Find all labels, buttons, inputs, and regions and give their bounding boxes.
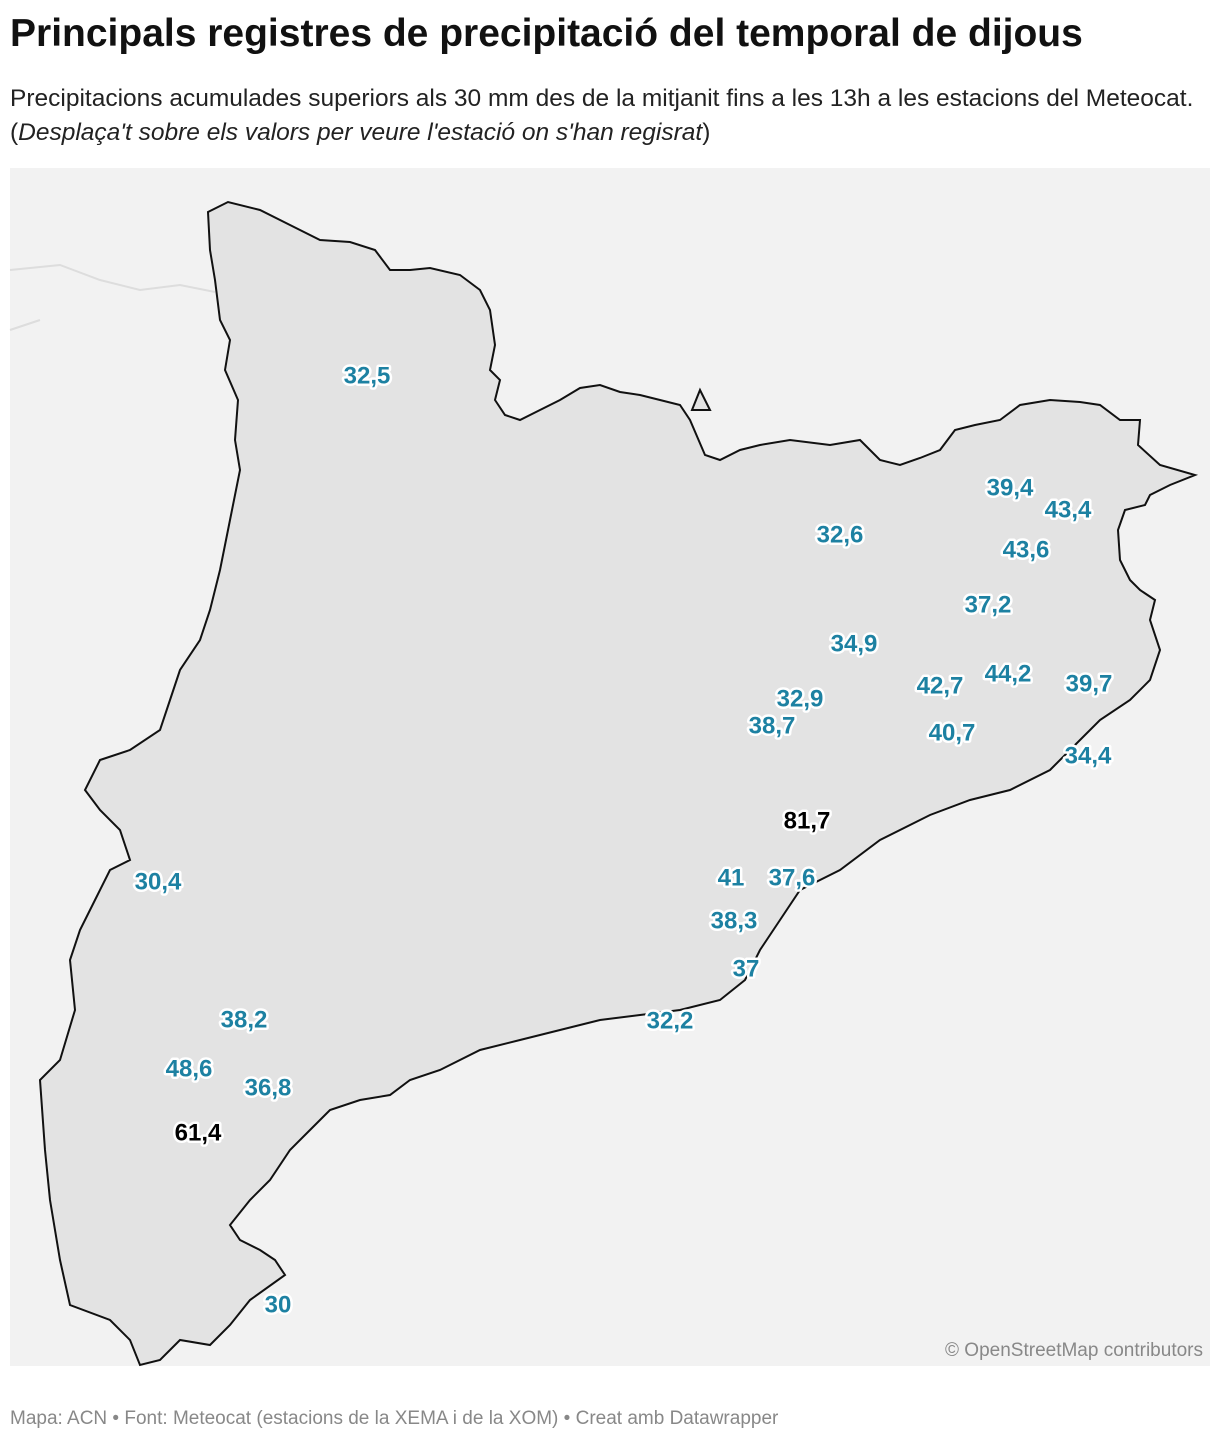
station-value[interactable]: 41 xyxy=(715,862,747,894)
subtitle-text: Precipitacions acumulades superiors als … xyxy=(10,85,1194,146)
station-value[interactable]: 32,6 xyxy=(814,519,866,551)
station-value[interactable]: 34,9 xyxy=(828,628,880,660)
station-value[interactable]: 38,3 xyxy=(708,905,760,937)
station-value[interactable]: 42,7 xyxy=(914,670,966,702)
subtitle-text: ) xyxy=(702,119,711,146)
station-value[interactable]: 38,2 xyxy=(218,1004,270,1036)
station-value[interactable]: 81,7 xyxy=(781,805,833,837)
station-value[interactable]: 34,4 xyxy=(1062,740,1114,772)
station-value[interactable]: 43,6 xyxy=(1000,534,1052,566)
station-value[interactable]: 37,2 xyxy=(962,589,1014,621)
station-value[interactable]: 40,7 xyxy=(926,717,978,749)
attribution: © OpenStreetMap contributors xyxy=(945,1340,1203,1361)
station-value[interactable]: 36,8 xyxy=(242,1072,294,1104)
enclave-outline xyxy=(690,387,712,411)
station-value[interactable]: 37,6 xyxy=(766,862,818,894)
station-value[interactable]: 37 xyxy=(730,953,762,985)
station-value[interactable]: 30 xyxy=(262,1289,294,1321)
station-value[interactable]: 30,4 xyxy=(132,866,184,898)
station-value[interactable]: 39,7 xyxy=(1063,668,1115,700)
title: Principals registres de precipitació del… xyxy=(10,12,1083,55)
subtitle-hint: Desplaça't sobre els valors per veure l'… xyxy=(18,119,703,146)
footer: Mapa: ACN • Font: Meteocat (estacions de… xyxy=(10,1408,779,1429)
station-value[interactable]: 61,4 xyxy=(172,1117,224,1149)
station-value[interactable]: 39,4 xyxy=(984,472,1036,504)
station-value[interactable]: 32,9 xyxy=(774,683,826,715)
station-value[interactable]: 32,5 xyxy=(341,360,393,392)
station-value[interactable]: 43,4 xyxy=(1042,494,1094,526)
station-value[interactable]: 48,6 xyxy=(163,1053,215,1085)
subtitle: Precipitacions acumulades superiors als … xyxy=(10,82,1210,150)
value-labels: 32,5 39,443,4 32,6 43,6 37,2 34,9 42,7 44,2 39,7… xyxy=(132,360,1115,1321)
station-value[interactable]: 38,7 xyxy=(746,710,798,742)
catalonia-outline xyxy=(38,200,1199,1367)
station-value[interactable]: 44,2 xyxy=(982,658,1034,690)
station-value[interactable]: 32,2 xyxy=(644,1005,696,1037)
